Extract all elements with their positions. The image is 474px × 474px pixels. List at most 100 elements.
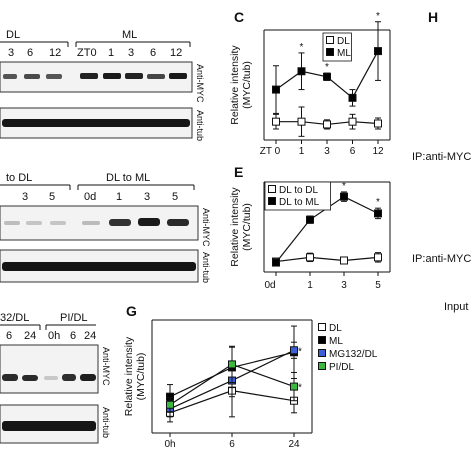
- blot-bottom: 32/DL PI/DL 6 24 0h 6 24 Anti-MYC Anti-t…: [0, 312, 111, 444]
- blot-bottom-lane-label: 24: [84, 330, 96, 342]
- band: [2, 374, 18, 381]
- blot-top-group-dl: DL: [6, 29, 20, 41]
- blot-bottom-group-pi: PI/DL: [60, 312, 88, 324]
- blot-top-lane-label: 3: [128, 47, 134, 59]
- x-tick-label: 1: [299, 146, 305, 157]
- data-point: [290, 382, 298, 391]
- input-label: Input: [444, 301, 468, 313]
- data-point: [166, 400, 174, 409]
- ip-label-2: IP:anti-MYC: [412, 253, 471, 265]
- blot-bottom-group-mg: 32/DL: [0, 312, 29, 324]
- legend-label: DL: [337, 36, 350, 47]
- data-point: [326, 36, 334, 44]
- data-point: [297, 67, 306, 76]
- blot-mid-lane-label: 5: [49, 191, 55, 203]
- y-axis-label: Relative intensity: [123, 336, 135, 416]
- blot-mid-label-tub: Anti-tub: [201, 252, 211, 283]
- blot-top-tub-band: [2, 119, 190, 127]
- band: [138, 218, 160, 226]
- significance-star: *: [298, 346, 302, 357]
- blot-mid-lane-label: 3: [144, 191, 150, 203]
- band: [125, 73, 143, 79]
- blot-bottom-lane-label: 6: [6, 330, 12, 342]
- data-point: [348, 93, 357, 102]
- blot-mid-label-myc: Anti-MYC: [201, 208, 211, 247]
- blot-top: DL ML 3 6 12 ZT0 1 3 6 12 Anti-MYC Anti-…: [0, 29, 205, 141]
- legend-label: DL to DL: [279, 185, 319, 196]
- blot-bottom-lane-label: 6: [70, 330, 76, 342]
- band: [4, 221, 20, 225]
- blot-mid-lane-label: 5: [172, 191, 178, 203]
- blot-top-lane-label: 12: [49, 47, 61, 59]
- significance-star: *: [298, 383, 302, 394]
- data-point: [272, 117, 280, 126]
- band: [44, 376, 58, 380]
- x-tick-label: ZT 0: [260, 146, 281, 157]
- legend-label: DL: [329, 323, 342, 334]
- blot-mid-group-dl: to DL: [6, 172, 32, 184]
- band: [62, 374, 76, 381]
- band: [26, 221, 42, 225]
- blot-top-group-ml: ML: [122, 29, 137, 41]
- series-line: [275, 256, 379, 263]
- y-axis-label: (MYC/tub): [241, 61, 253, 109]
- band: [46, 74, 62, 79]
- chart-panel-g: 0h 6 24 Relative intensity (MYC/tub) * * DL ML MG…: [123, 319, 378, 450]
- data-point: [318, 323, 326, 331]
- data-point: [297, 117, 306, 126]
- band: [169, 73, 187, 79]
- band: [103, 73, 121, 79]
- x-tick-label: 0d: [264, 280, 275, 291]
- blot-mid-group-ml: DL to ML: [106, 172, 150, 184]
- data-point: [348, 117, 357, 126]
- band: [22, 375, 38, 381]
- data-point: [340, 256, 348, 265]
- x-tick-label: 24: [288, 439, 300, 450]
- band: [147, 74, 165, 79]
- x-tick-label: 0h: [164, 439, 175, 450]
- panel-letter-h: H: [428, 9, 438, 25]
- blot-mid-lane-label: 1: [116, 191, 122, 203]
- blot-top-label-myc: Anti-MYC: [195, 64, 205, 103]
- blot-bottom-myc-bands: [2, 374, 96, 381]
- x-tick-label: 1: [307, 280, 313, 291]
- blot-top-lane-label: 6: [150, 47, 156, 59]
- legend-label: ML: [329, 336, 343, 347]
- legend-label: DL to ML: [279, 197, 320, 208]
- data-point: [323, 120, 331, 129]
- significance-star: *: [376, 197, 380, 208]
- chart-panel-c: ZT 0 1 3 6 12 Relative intensity (MYC/tub) * * * D…: [229, 11, 391, 157]
- data-point: [306, 253, 314, 262]
- blot-top-lane-label: 6: [27, 47, 33, 59]
- data-point: [374, 119, 382, 128]
- y-axis-label: Relative intensity: [229, 187, 241, 267]
- band: [50, 221, 66, 225]
- blot-top-lane-label: 3: [8, 47, 14, 59]
- blot-mid: to DL DL to ML 3 5 0d 1 3 5 Anti-MYC Ant…: [0, 172, 211, 283]
- significance-star: *: [308, 205, 312, 216]
- blot-mid-tub-band: [2, 262, 196, 271]
- data-point: [272, 258, 280, 267]
- x-tick-label: 3: [341, 280, 347, 291]
- data-point: [272, 85, 280, 94]
- legend-label: ML: [337, 48, 351, 59]
- blot-top-lane-label: 12: [170, 47, 182, 59]
- ip-label-1: IP:anti-MYC: [412, 151, 471, 163]
- x-tick-label: 12: [372, 146, 384, 157]
- band: [3, 74, 17, 79]
- x-tick-label: 6: [229, 439, 235, 450]
- band: [80, 374, 96, 381]
- panel-letter-c: C: [234, 9, 244, 25]
- blot-bottom-label-myc: Anti-MYC: [101, 347, 111, 386]
- blot-top-myc-bands: [3, 73, 187, 79]
- x-tick-label: 3: [324, 146, 330, 157]
- data-point: [323, 72, 331, 81]
- data-point: [374, 209, 382, 218]
- band: [80, 73, 98, 79]
- blot-mid-myc-bands: [4, 218, 189, 226]
- legend-label: MG132/DL: [329, 349, 378, 360]
- blot-bottom-tub-band: [2, 421, 96, 431]
- y-axis-label: (MYC/tub): [135, 353, 147, 401]
